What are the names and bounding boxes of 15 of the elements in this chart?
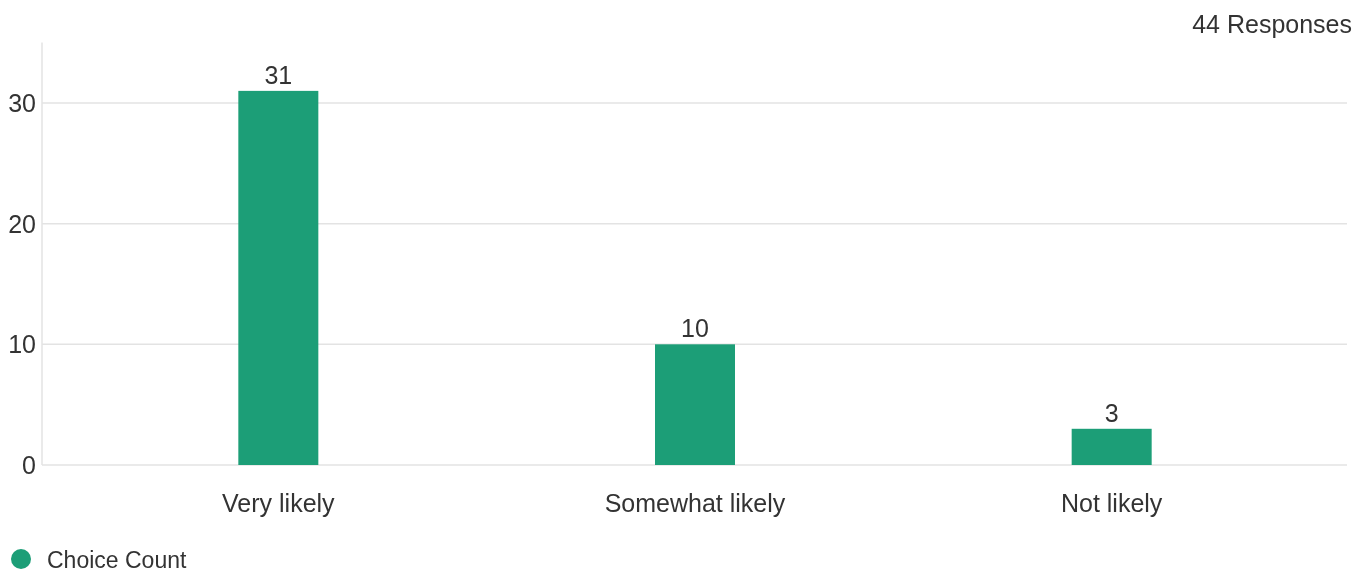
y-tick-label: 20: [8, 209, 36, 238]
data-label: 31: [264, 60, 293, 89]
bar: [1071, 428, 1152, 465]
bar: [655, 344, 735, 465]
x-tick-label: Somewhat likely: [604, 489, 786, 517]
y-tick-label: 10: [8, 330, 36, 359]
y-tick-label: 0: [22, 451, 36, 479]
y-tick-label: 30: [8, 88, 36, 117]
chart-subtitle: 44 Responses: [1192, 10, 1352, 38]
legend-label: Choice Count: [47, 547, 187, 572]
bar: [238, 90, 319, 465]
x-tick-label: Not likely: [1060, 489, 1163, 517]
data-label: 3: [1104, 398, 1119, 427]
data-label: 10: [681, 314, 709, 343]
x-tick-label: Very likely: [222, 489, 336, 517]
